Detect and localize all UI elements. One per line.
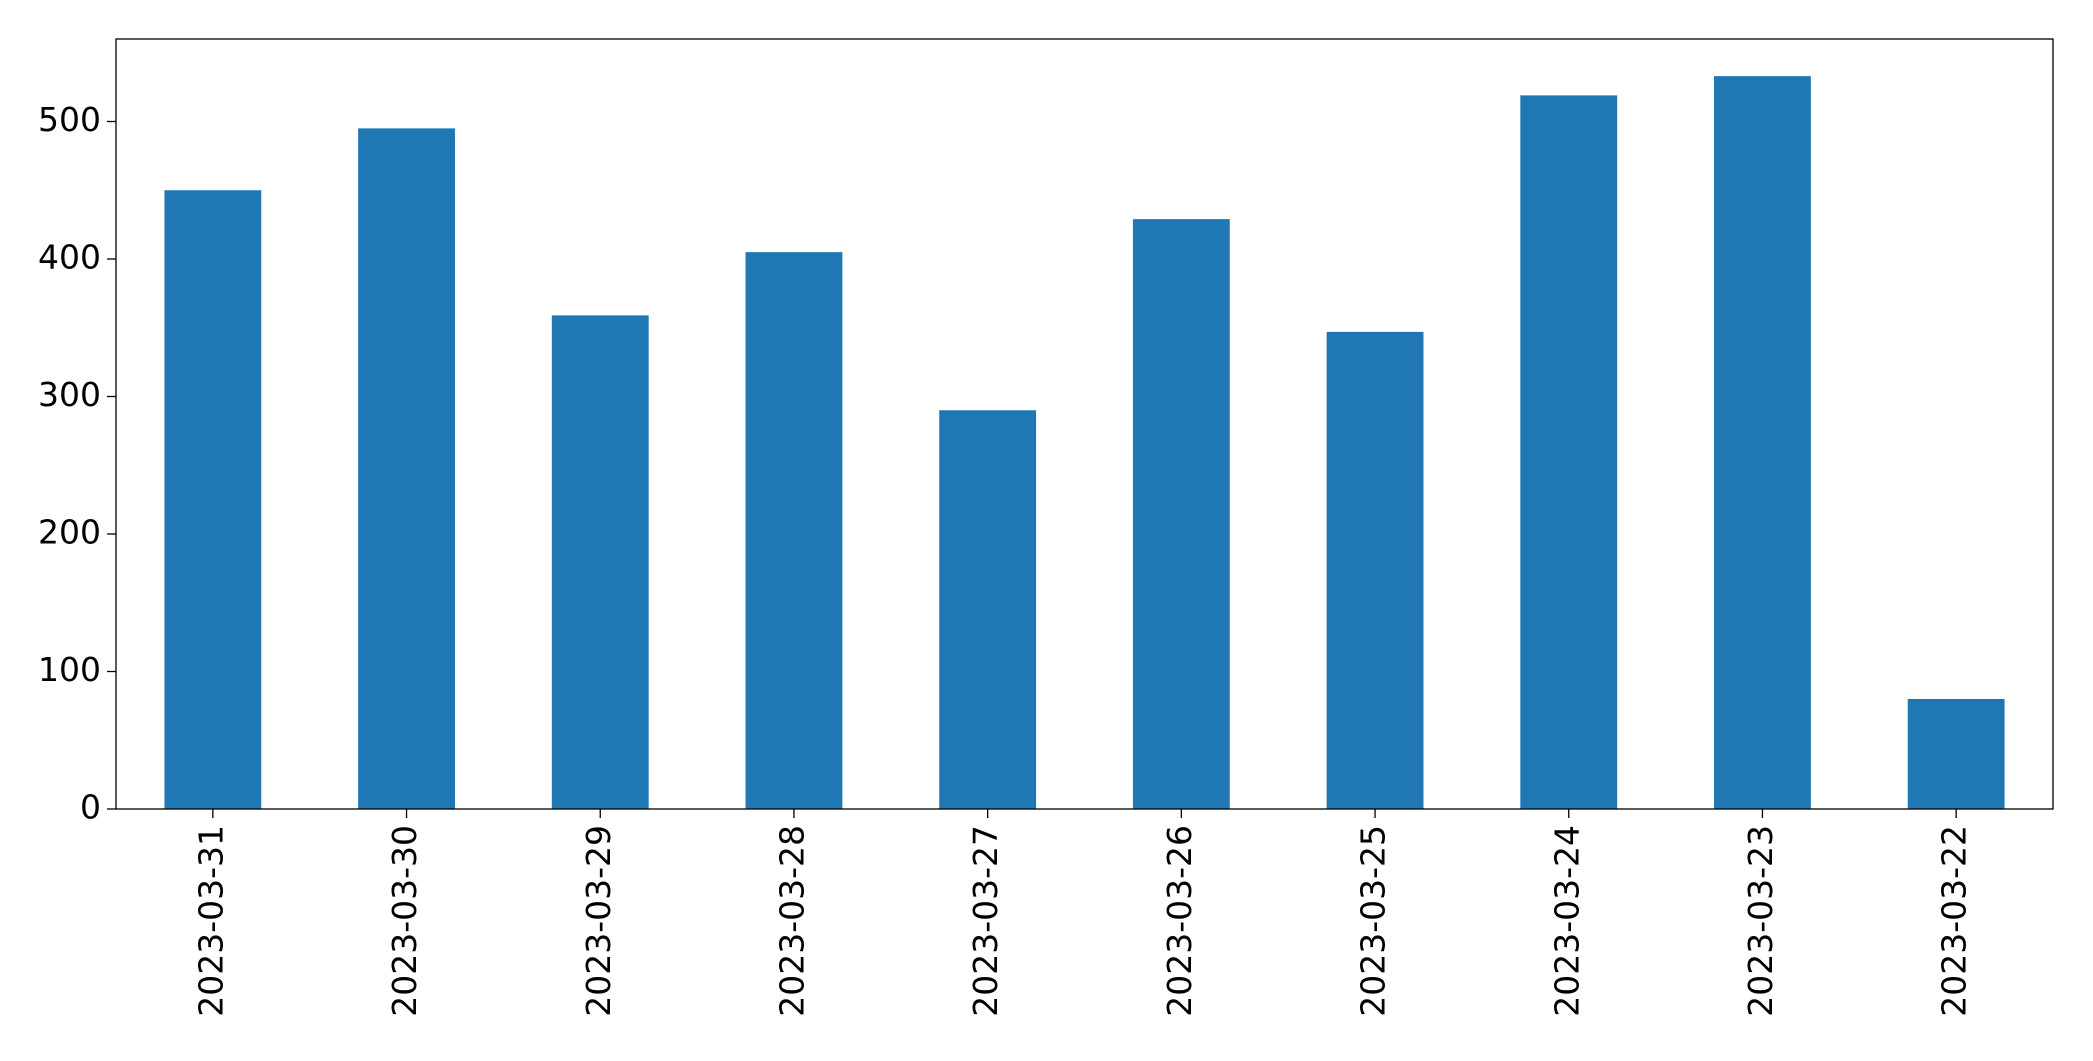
x-tick-label: 2023-03-28 (772, 825, 811, 1017)
bar (1907, 699, 2005, 809)
y-tick-label: 400 (38, 238, 101, 277)
y-tick-label: 300 (38, 375, 101, 414)
bar (358, 128, 455, 809)
bar (551, 315, 649, 809)
x-tick-label: 2023-03-26 (1160, 825, 1199, 1017)
bar (1520, 95, 1618, 809)
x-tick-label: 2023-03-22 (1935, 825, 1974, 1017)
bar (1132, 219, 1230, 809)
bar (1714, 76, 1811, 809)
x-tick-label: 2023-03-24 (1547, 825, 1586, 1017)
bar (164, 190, 262, 809)
y-tick-label: 500 (38, 100, 101, 139)
y-tick-label: 0 (80, 788, 101, 827)
bar (1326, 331, 1424, 809)
x-tick-label: 2023-03-27 (966, 825, 1005, 1017)
x-tick-label: 2023-03-31 (191, 825, 230, 1017)
x-tick-label: 2023-03-30 (385, 825, 424, 1017)
y-tick-label: 200 (38, 513, 101, 552)
x-tick-label: 2023-03-23 (1741, 825, 1780, 1017)
x-tick-label: 2023-03-29 (579, 825, 618, 1017)
y-tick-label: 100 (38, 650, 101, 689)
x-tick-label: 2023-03-25 (1354, 825, 1393, 1017)
plot-frame (115, 38, 2054, 810)
bar (745, 252, 843, 809)
bar (939, 410, 1037, 809)
